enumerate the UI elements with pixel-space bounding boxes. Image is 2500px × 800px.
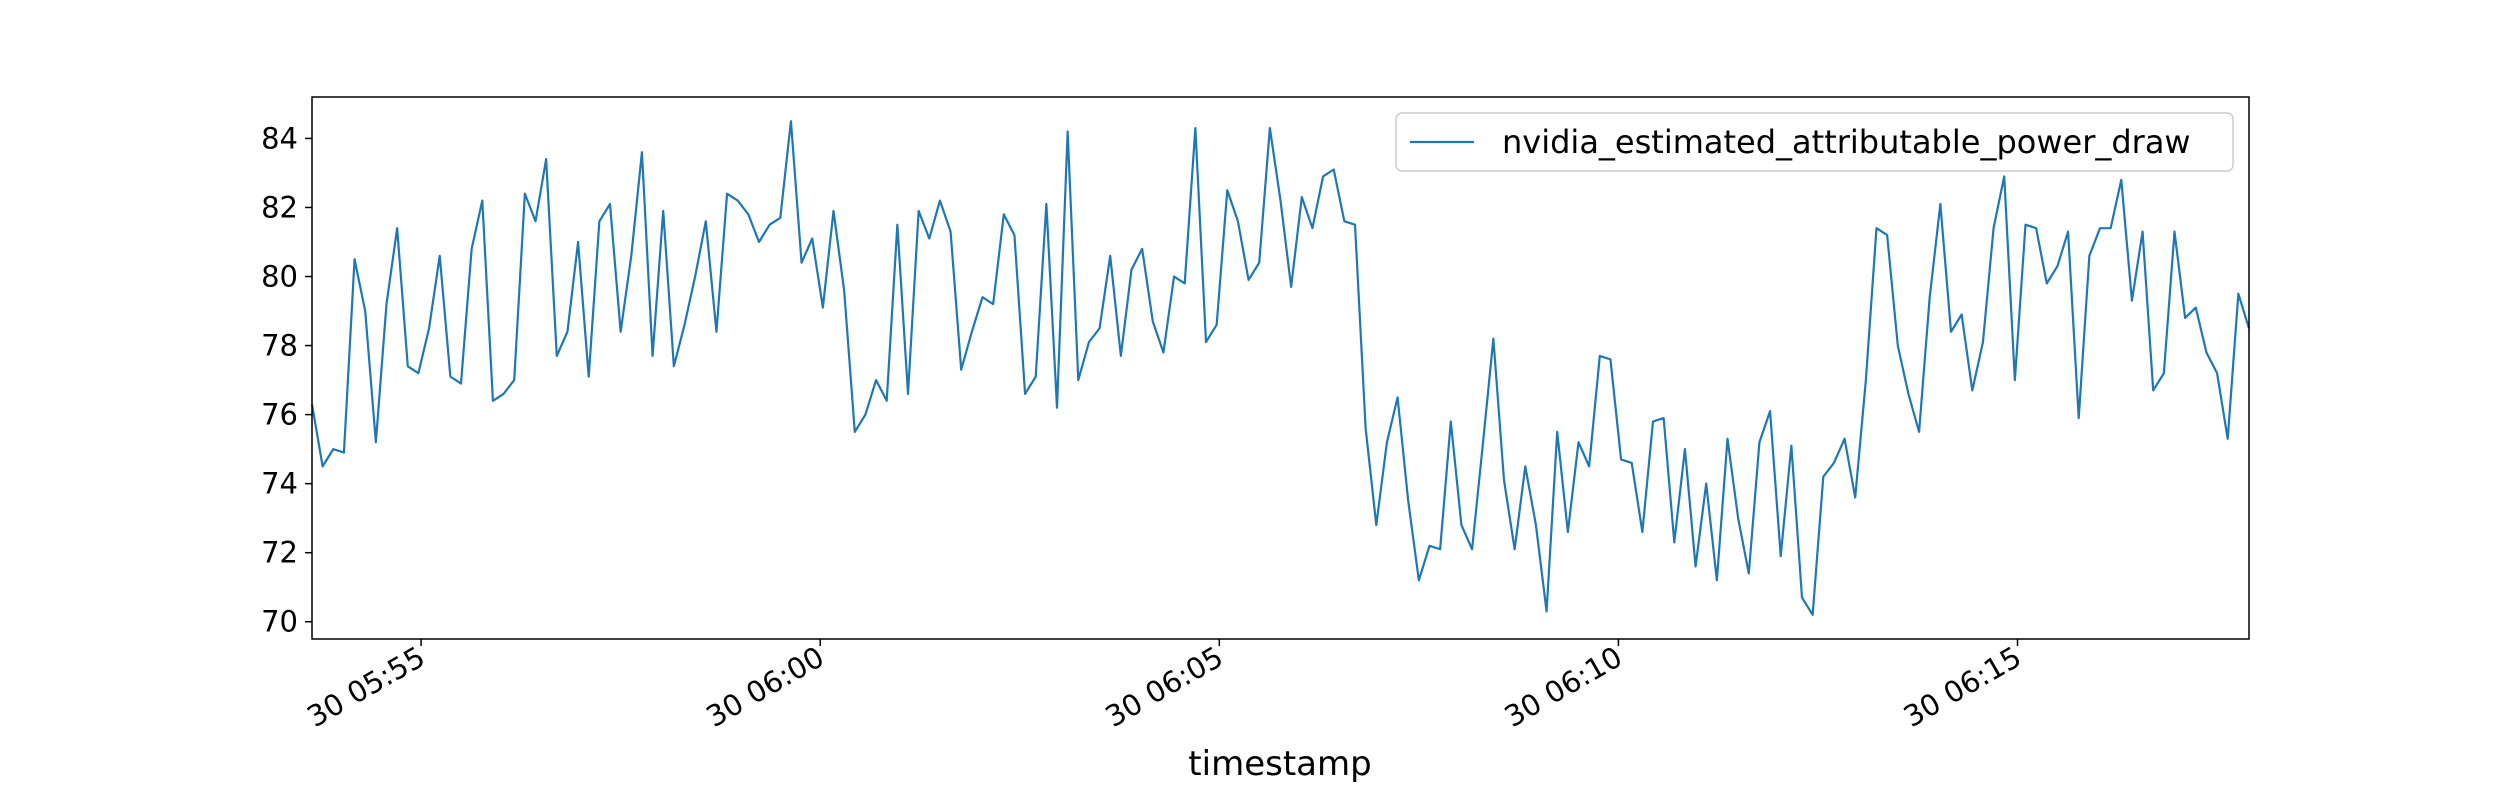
y-tick-label: 70 (261, 605, 298, 639)
y-tick-label: 84 (261, 121, 298, 155)
y-tick-label: 82 (261, 190, 298, 224)
legend-label: nvidia_estimated_attributable_power_draw (1502, 123, 2191, 161)
y-tick-label: 74 (261, 467, 298, 501)
plot-frame (311, 96, 2250, 640)
y-tick-label: 76 (261, 398, 298, 432)
legend-box (1395, 112, 2234, 172)
y-tick-label: 78 (261, 329, 298, 363)
y-tick-label: 80 (261, 260, 298, 294)
x-axis-label: timestamp (1188, 744, 1371, 784)
y-tick-label: 72 (261, 536, 298, 570)
data-line (310, 120, 2251, 616)
